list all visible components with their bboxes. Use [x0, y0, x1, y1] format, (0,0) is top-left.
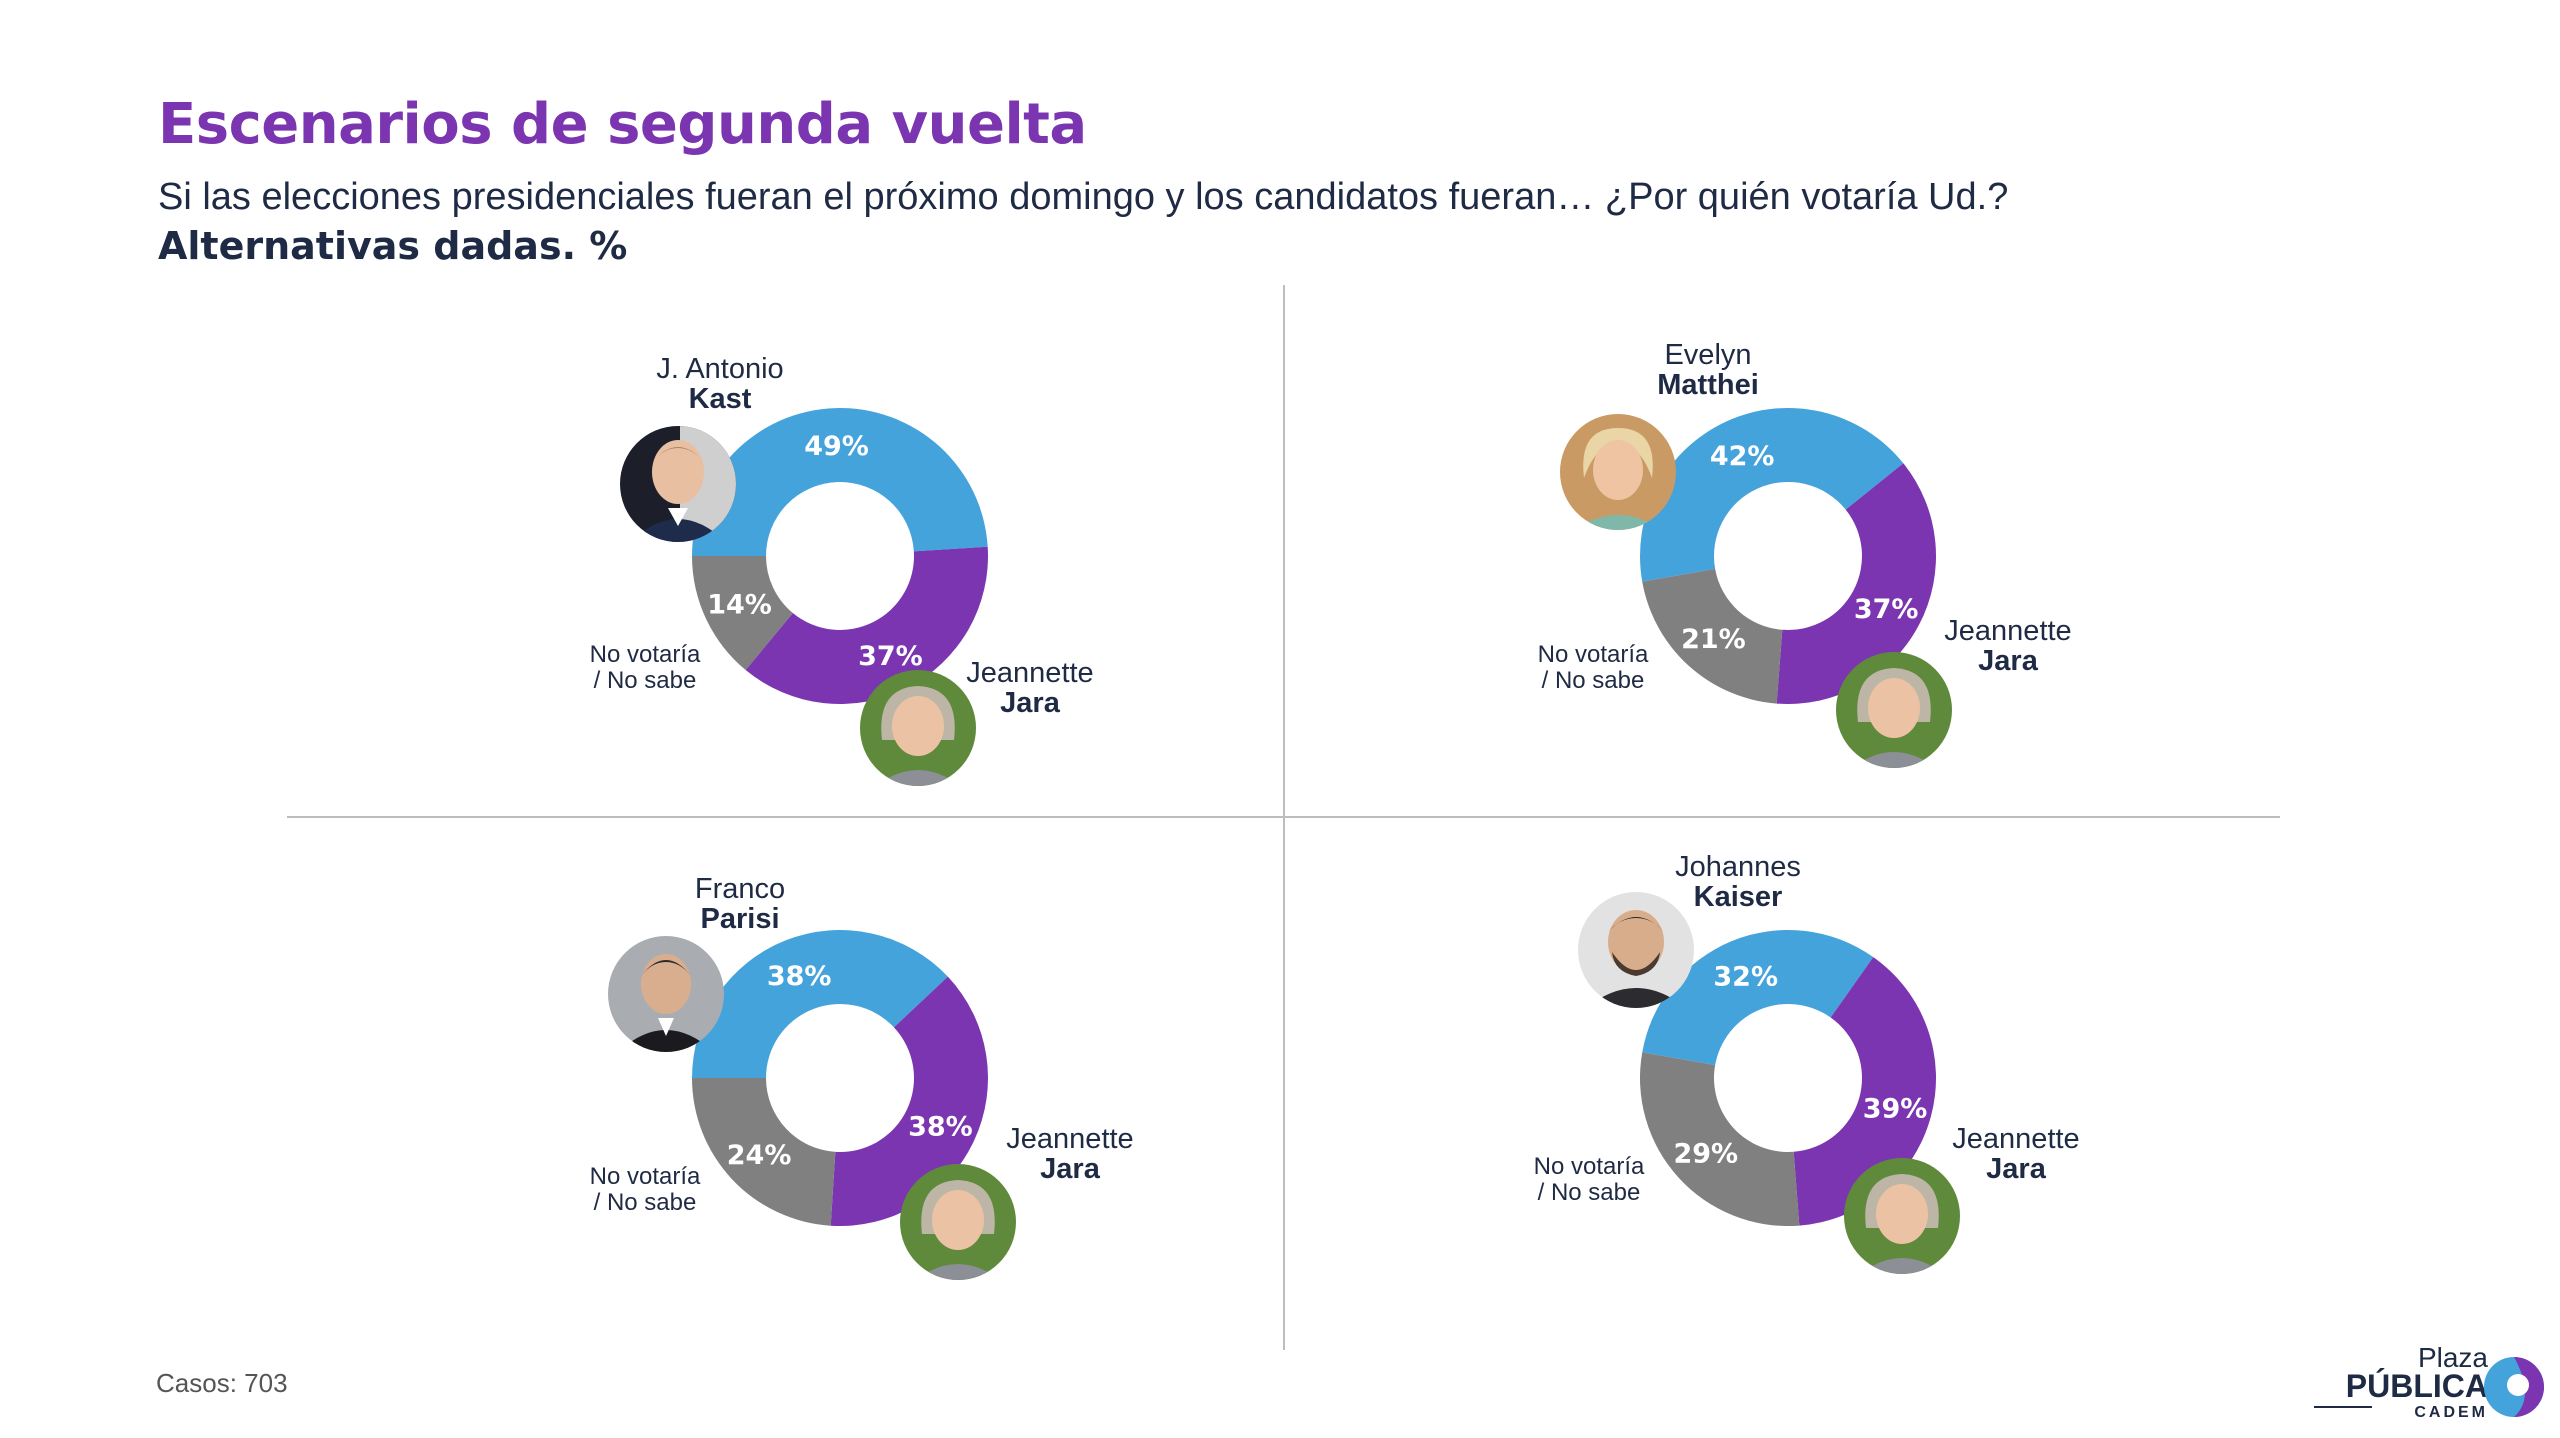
slice-value-label: 38%: [767, 961, 832, 992]
jara-avatar: [900, 1164, 1016, 1280]
kaiser-avatar: [1578, 892, 1694, 1008]
jara-name-label: Jeannette Jara: [1944, 615, 2072, 677]
logo-text-publica: PÚBLICA: [2346, 1368, 2488, 1404]
sample-size-note: Casos: 703: [156, 1368, 288, 1398]
neither-label: No votaría / No sabe: [1537, 641, 1649, 694]
logo-text-plaza: Plaza: [2418, 1342, 2488, 1373]
donut-chart: 42% 37% 21%: [1640, 408, 1936, 704]
donut-slice-neither: [1640, 1052, 1800, 1226]
question-text: Si las elecciones presidenciales fueran …: [158, 176, 2009, 218]
slice-value-label: 14%: [707, 589, 772, 620]
donut-slice-neither: [692, 556, 793, 671]
plaza-publica-cadem-logo: Plaza PÚBLICA CADEM: [2314, 1342, 2544, 1421]
question-note: Alternativas dadas. %: [158, 224, 628, 268]
jara-avatar: [860, 670, 976, 786]
donut-slice-challenger: [1640, 408, 1904, 582]
neither-label: No votaría / No sabe: [589, 641, 701, 694]
matthei-avatar: [1560, 414, 1676, 530]
jara-avatar: [1844, 1158, 1960, 1274]
donut-chart: 49% 37% 14%: [692, 408, 988, 704]
scenario-panel-kaiser: 32% 39% 29% Johannes Kaiser Jeannette Jara…: [1438, 852, 2138, 1372]
slice-value-label: 38%: [908, 1111, 973, 1142]
parisi-avatar: [608, 936, 724, 1052]
slice-value-label: 39%: [1863, 1093, 1928, 1124]
challenger-name-label: Franco Parisi: [694, 873, 786, 935]
horizontal-divider: [287, 816, 2280, 818]
slice-value-label: 37%: [858, 641, 923, 672]
jara-name-label: Jeannette Jara: [1006, 1123, 1134, 1185]
scenario-panel-kast: 49% 37% 14% J. Antonio Kast Jeannette Jara…: [490, 330, 1190, 850]
donut-slice-jara: [830, 976, 989, 1226]
challenger-name-label: Evelyn Matthei: [1657, 339, 1759, 401]
slice-value-label: 29%: [1673, 1139, 1738, 1170]
neither-label: No votaría / No sabe: [589, 1163, 701, 1216]
scenario-panel-matthei: 42% 37% 21% Evelyn Matthei Jeannette Jara …: [1438, 330, 2138, 850]
slice-value-label: 42%: [1710, 441, 1775, 472]
donut-chart: 38% 38% 24%: [692, 930, 989, 1226]
page-title: Escenarios de segunda vuelta: [158, 92, 1087, 157]
challenger-name-label: Johannes Kaiser: [1675, 851, 1801, 913]
jara-name-label: Jeannette Jara: [1952, 1123, 2080, 1185]
challenger-name-label: J. Antonio Kast: [656, 353, 784, 415]
donut-chart: 32% 39% 29%: [1640, 930, 1936, 1226]
jara-avatar: [1836, 652, 1952, 768]
donut-slice-neither: [692, 1078, 836, 1226]
logo-text-cadem: CADEM: [2414, 1404, 2488, 1421]
donut-slice-challenger: [692, 930, 948, 1078]
slice-value-label: 24%: [727, 1140, 792, 1171]
slice-value-label: 37%: [1854, 594, 1919, 625]
scenario-panel-parisi: 38% 38% 24% Franco Parisi Jeannette Jara N…: [490, 852, 1190, 1372]
slice-value-label: 21%: [1681, 624, 1746, 655]
donut-slice-challenger: [692, 408, 988, 556]
neither-label: No votaría / No sabe: [1533, 1153, 1645, 1206]
donut-slice-jara: [745, 546, 988, 704]
donut-slice-neither: [1642, 568, 1783, 704]
slice-value-label: 49%: [804, 431, 869, 462]
kast-avatar: [620, 426, 736, 542]
jara-name-label: Jeannette Jara: [966, 657, 1094, 719]
donut-slice-jara: [1776, 463, 1936, 704]
slice-value-label: 32%: [1713, 961, 1778, 992]
donut-slice-challenger: [1642, 930, 1874, 1066]
